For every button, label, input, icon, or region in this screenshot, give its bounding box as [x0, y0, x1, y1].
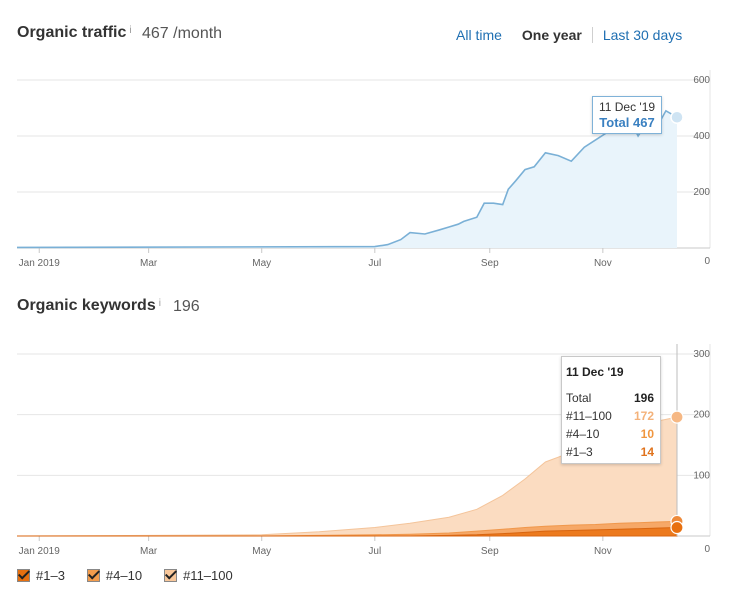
- legend-item-1-3[interactable]: #1–3: [17, 568, 65, 583]
- organic-traffic-chart: 0 200 400 600 Jan 2019 Mar May Jul Sep Nov: [16, 70, 711, 269]
- traffic-tooltip-date: 11 Dec '19: [598, 100, 656, 114]
- tab-all-time[interactable]: All time: [456, 27, 502, 43]
- traffic-x-tick-label: Nov: [594, 258, 612, 269]
- checkbox-icon[interactable]: [17, 569, 30, 582]
- keywords-area-1-3: [17, 526, 678, 537]
- keywords-y-tick-label: 100: [693, 470, 710, 481]
- keywords-x-tick-label: Jan 2019: [19, 546, 61, 557]
- tooltip-row-4-10: #4–10 10: [566, 427, 654, 441]
- legend-item-11-100[interactable]: #11–100: [164, 568, 233, 583]
- keywords-point-1-3[interactable]: [670, 520, 684, 535]
- traffic-title: Organic traffic i: [17, 24, 132, 41]
- keywords-title: Organic keywords i: [17, 297, 161, 314]
- keywords-info-icon[interactable]: i: [158, 298, 161, 309]
- traffic-tooltip-total: Total 467: [599, 115, 655, 130]
- tooltip-row-11-100: #11–100 172: [566, 409, 654, 423]
- checkbox-icon[interactable]: [86, 569, 100, 582]
- keywords-tooltip: 11 Dec '19 Total 196 #11–100 172 #4–10 10 #…: [561, 356, 661, 464]
- keywords-x-tick-label: May: [252, 546, 271, 557]
- keywords-x-tick-label: Jul: [368, 546, 381, 557]
- traffic-y-tick-label: 600: [693, 75, 710, 86]
- keywords-y-tick-label: 0: [704, 544, 710, 555]
- keywords-y-tick-label: 300: [693, 349, 710, 360]
- traffic-area: [17, 110, 677, 248]
- tab-last-30-days[interactable]: Last 30 days: [602, 27, 683, 43]
- traffic-value: 467 /month: [142, 25, 223, 42]
- keywords-point-11-100[interactable]: [670, 410, 684, 424]
- traffic-y-tick-label: 0: [704, 256, 710, 267]
- tooltip-row-1-3: #1–3 14: [566, 445, 654, 459]
- keywords-x-tick-label: Sep: [481, 546, 499, 557]
- organic-keywords-chart: 0 100 200 300 Jan 2019 Mar May Jul Sep Nov: [16, 344, 711, 557]
- keywords-tooltip-date: 11 Dec '19: [566, 365, 624, 379]
- tooltip-row-total: Total 196: [566, 391, 654, 405]
- traffic-info-icon[interactable]: i: [129, 25, 132, 36]
- tab-one-year[interactable]: One year: [521, 27, 582, 43]
- tab-divider: [591, 27, 593, 43]
- keywords-legend: #1–3 #4–10 #11–100: [17, 568, 255, 583]
- traffic-x-tick-label: Jan 2019: [19, 258, 61, 269]
- traffic-x-tick-label: Jul: [368, 258, 381, 269]
- keywords-area-4-10: [17, 520, 678, 537]
- traffic-y-tick-label: 200: [693, 187, 710, 198]
- keywords-y-tick-label: 200: [693, 410, 710, 421]
- traffic-x-tick-label: Mar: [140, 258, 158, 269]
- traffic-x-tick-label: May: [252, 258, 271, 269]
- checkbox-icon[interactable]: [164, 569, 178, 582]
- range-tabs: All time One year Last 30 days: [446, 27, 692, 43]
- traffic-tooltip: 11 Dec '19 Total 467: [592, 96, 662, 134]
- traffic-hover-point[interactable]: [670, 110, 684, 124]
- keywords-value: 196: [173, 298, 200, 315]
- keywords-x-tick-label: Nov: [594, 546, 612, 557]
- legend-item-4-10[interactable]: #4–10: [86, 568, 142, 583]
- traffic-x-tick-label: Sep: [481, 258, 499, 269]
- keywords-x-tick-label: Mar: [140, 546, 158, 557]
- traffic-y-tick-label: 400: [693, 131, 710, 142]
